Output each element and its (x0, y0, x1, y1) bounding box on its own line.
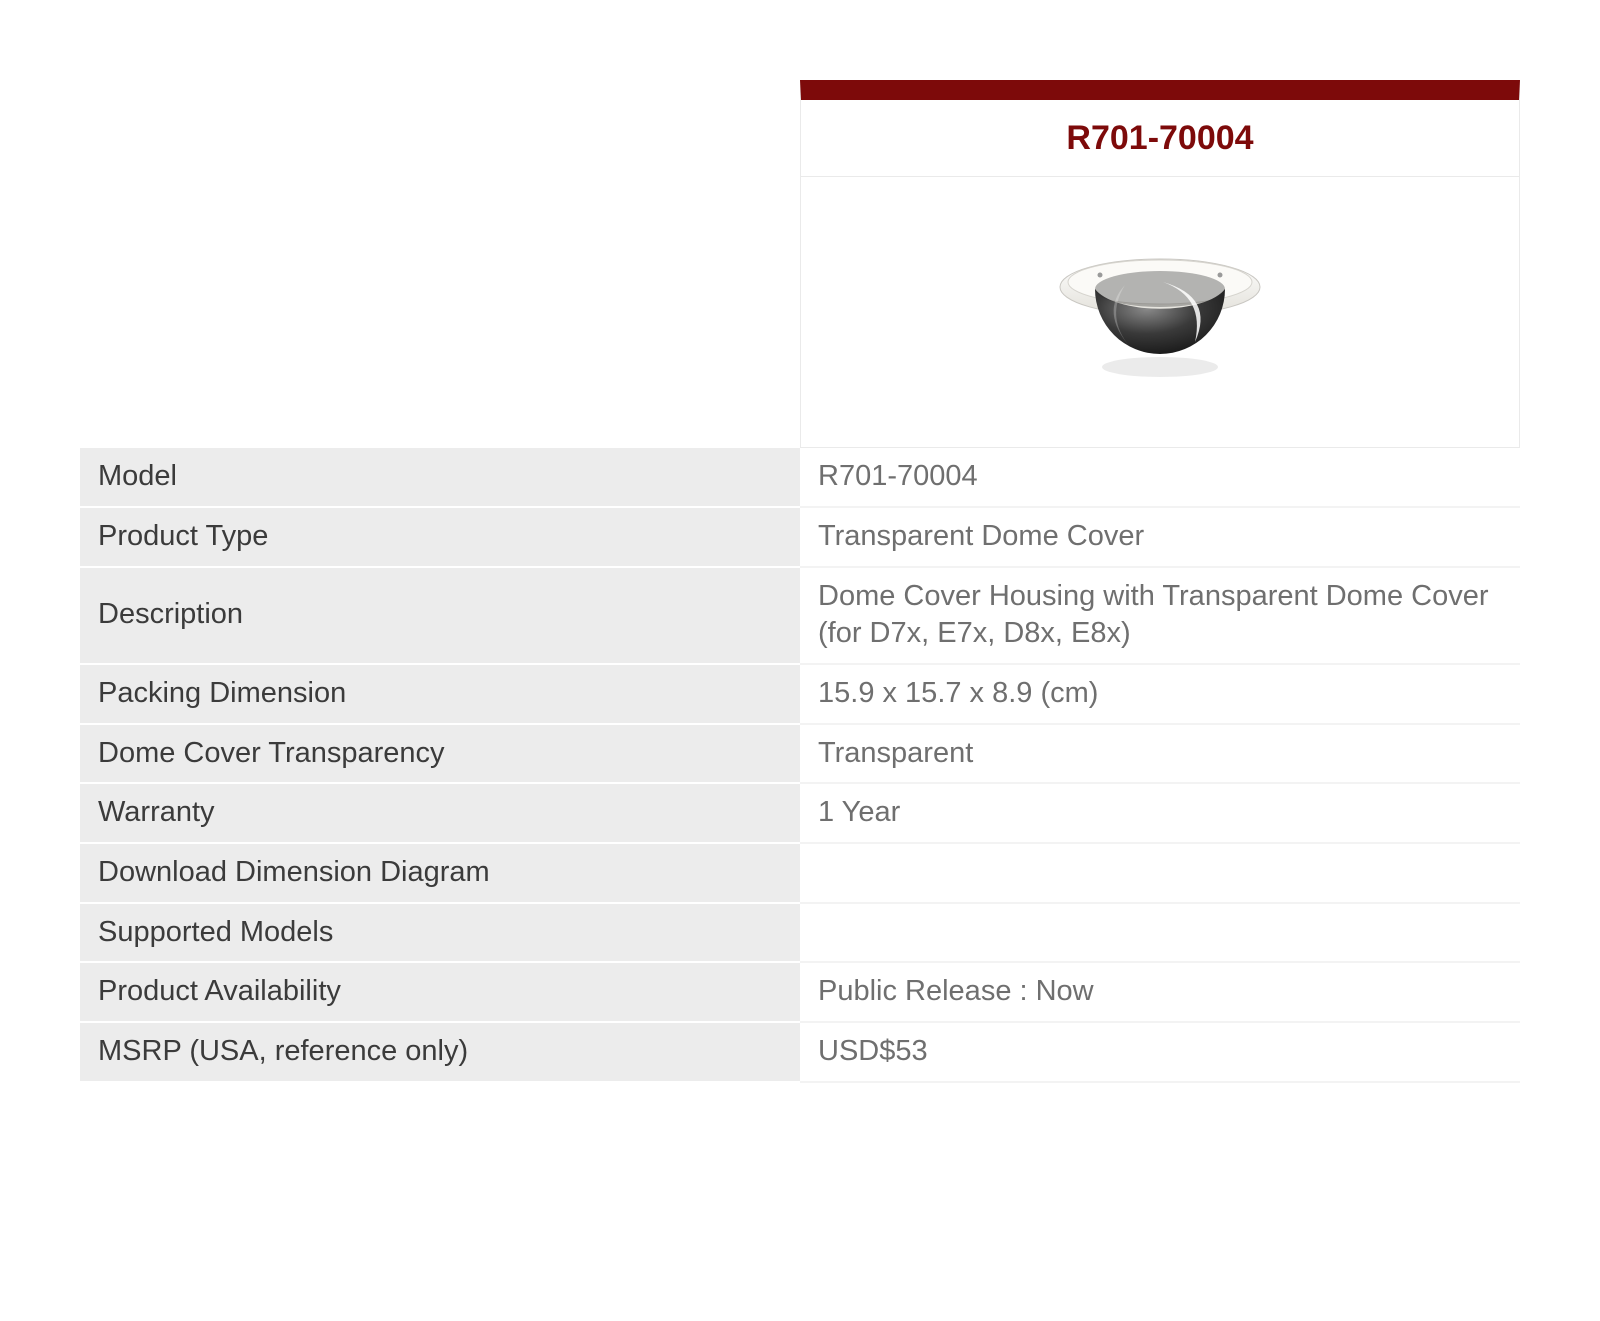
page: R701-70004 (0, 0, 1600, 1163)
spec-value: Transparent Dome Cover (800, 507, 1520, 567)
spec-value (800, 843, 1520, 903)
spec-value: Public Release : Now (800, 962, 1520, 1022)
spec-label: Product Availability (80, 962, 800, 1022)
spec-value: Dome Cover Housing with Transparent Dome… (800, 567, 1520, 664)
header-value-cell: R701-70004 (800, 80, 1520, 448)
spec-value: 1 Year (800, 783, 1520, 843)
spec-value: R701-70004 (800, 448, 1520, 507)
spec-label: Packing Dimension (80, 664, 800, 724)
header-box: R701-70004 (800, 80, 1520, 448)
dome-camera-icon (1045, 227, 1275, 397)
table-row: Product AvailabilityPublic Release : Now (80, 962, 1520, 1022)
spec-label: Download Dimension Diagram (80, 843, 800, 903)
spec-label: Warranty (80, 783, 800, 843)
table-row: Warranty1 Year (80, 783, 1520, 843)
spec-value (800, 903, 1520, 963)
spec-label: MSRP (USA, reference only) (80, 1022, 800, 1082)
table-row: Packing Dimension15.9 x 15.7 x 8.9 (cm) (80, 664, 1520, 724)
product-title: R701-70004 (801, 100, 1519, 177)
spec-value: USD$53 (800, 1022, 1520, 1082)
table-row: ModelR701-70004 (80, 448, 1520, 507)
spec-table-body: R701-70004 (80, 80, 1520, 1082)
spec-value: Transparent (800, 724, 1520, 784)
table-row: Dome Cover TransparencyTransparent (80, 724, 1520, 784)
spec-value: 15.9 x 15.7 x 8.9 (cm) (800, 664, 1520, 724)
spec-label: Product Type (80, 507, 800, 567)
header-empty-cell (80, 80, 800, 448)
spec-label: Supported Models (80, 903, 800, 963)
table-row: Product TypeTransparent Dome Cover (80, 507, 1520, 567)
product-image (801, 177, 1519, 447)
spec-table: R701-70004 (80, 80, 1520, 1083)
table-row: Supported Models (80, 903, 1520, 963)
header-row: R701-70004 (80, 80, 1520, 448)
table-row: MSRP (USA, reference only)USD$53 (80, 1022, 1520, 1082)
spec-label: Dome Cover Transparency (80, 724, 800, 784)
table-row: Download Dimension Diagram (80, 843, 1520, 903)
table-row: DescriptionDome Cover Housing with Trans… (80, 567, 1520, 664)
spec-label: Model (80, 448, 800, 507)
spec-label: Description (80, 567, 800, 664)
